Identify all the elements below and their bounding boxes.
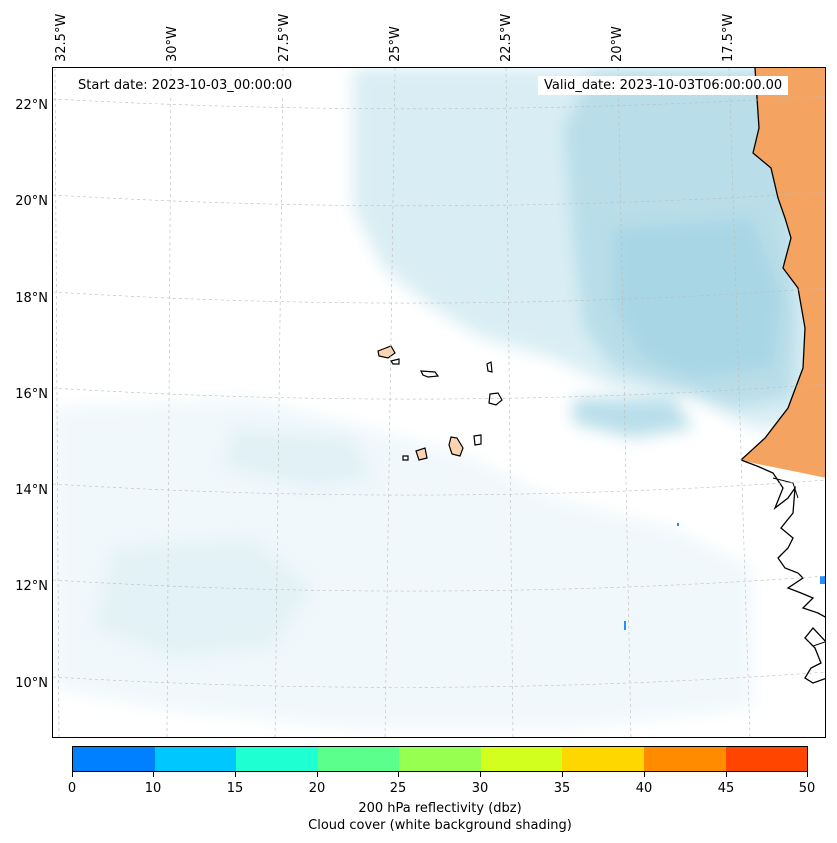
colorbar-tick-label: 0	[67, 781, 77, 796]
lon-label: 17.5°W	[721, 13, 736, 62]
colorbar-segment	[236, 747, 318, 771]
lat-label: 10°N	[15, 676, 48, 691]
coastline	[812, 641, 825, 647]
colorbar-segment	[317, 747, 400, 771]
colorbar-tick-label: 25	[389, 781, 407, 796]
colorbar-segment	[725, 747, 808, 771]
island	[486, 361, 493, 373]
lon-label: 20°W	[610, 26, 625, 62]
cloud-cover	[53, 68, 825, 728]
colorbar-sublabel: Cloud cover (white background shading)	[308, 818, 572, 833]
island	[402, 455, 409, 461]
lat-label: 20°N	[15, 194, 48, 209]
map-panel[interactable]	[52, 67, 826, 738]
colorbar-segment	[73, 747, 155, 771]
reflectivity-cell	[677, 523, 679, 526]
colorbar-tick-label: 15	[226, 781, 244, 796]
colorbar-tick-label: 20	[308, 781, 326, 796]
island	[377, 345, 396, 359]
valid-date-label: Valid_date: 2023-10-03T06:00:00.00	[538, 76, 789, 95]
coastline	[740, 459, 825, 684]
colorbar-segment	[480, 747, 563, 771]
colorbar-tick-label: 45	[717, 781, 735, 796]
island	[390, 358, 400, 365]
island	[488, 392, 503, 406]
lat-label: 12°N	[15, 579, 48, 594]
colorbar-label: 200 hPa reflectivity (dbz)	[358, 801, 522, 816]
lon-label: 22.5°W	[499, 13, 514, 62]
colorbar-segment	[399, 747, 481, 771]
start-date-label: Start date: 2023-10-03_00:00:00	[72, 76, 299, 95]
colorbar-tick-label: 30	[471, 781, 489, 796]
reflectivity-cell	[820, 576, 825, 584]
lat-label: 16°N	[15, 387, 48, 402]
coastline	[772, 477, 799, 499]
coastline	[740, 68, 806, 461]
lon-label: 25°W	[388, 26, 403, 62]
colorbar-tick-label: 10	[144, 781, 162, 796]
colorbar-tick-label: 35	[553, 781, 571, 796]
island	[419, 370, 440, 378]
colorbar-segment	[562, 747, 644, 771]
island	[473, 434, 482, 446]
reflectivity-cell	[624, 621, 626, 630]
colorbar-tick-label: 40	[635, 781, 653, 796]
land-africa	[740, 68, 825, 684]
island	[415, 447, 428, 461]
colorbar	[72, 746, 808, 772]
lat-label: 14°N	[15, 483, 48, 498]
lon-label: 32.5°W	[54, 13, 69, 62]
graticule	[53, 68, 825, 737]
colorbar-segment	[643, 747, 726, 771]
lon-label: 30°W	[165, 26, 180, 62]
land-fill	[741, 68, 825, 478]
lat-label: 18°N	[15, 291, 48, 306]
colorbar-segment	[154, 747, 237, 771]
island	[448, 436, 464, 457]
lon-label: 27.5°W	[277, 13, 292, 62]
map-canvas	[53, 68, 825, 737]
colorbar-tick-label: 50	[798, 781, 816, 796]
lat-label: 22°N	[15, 98, 48, 113]
cape-verde-islands	[377, 345, 503, 461]
